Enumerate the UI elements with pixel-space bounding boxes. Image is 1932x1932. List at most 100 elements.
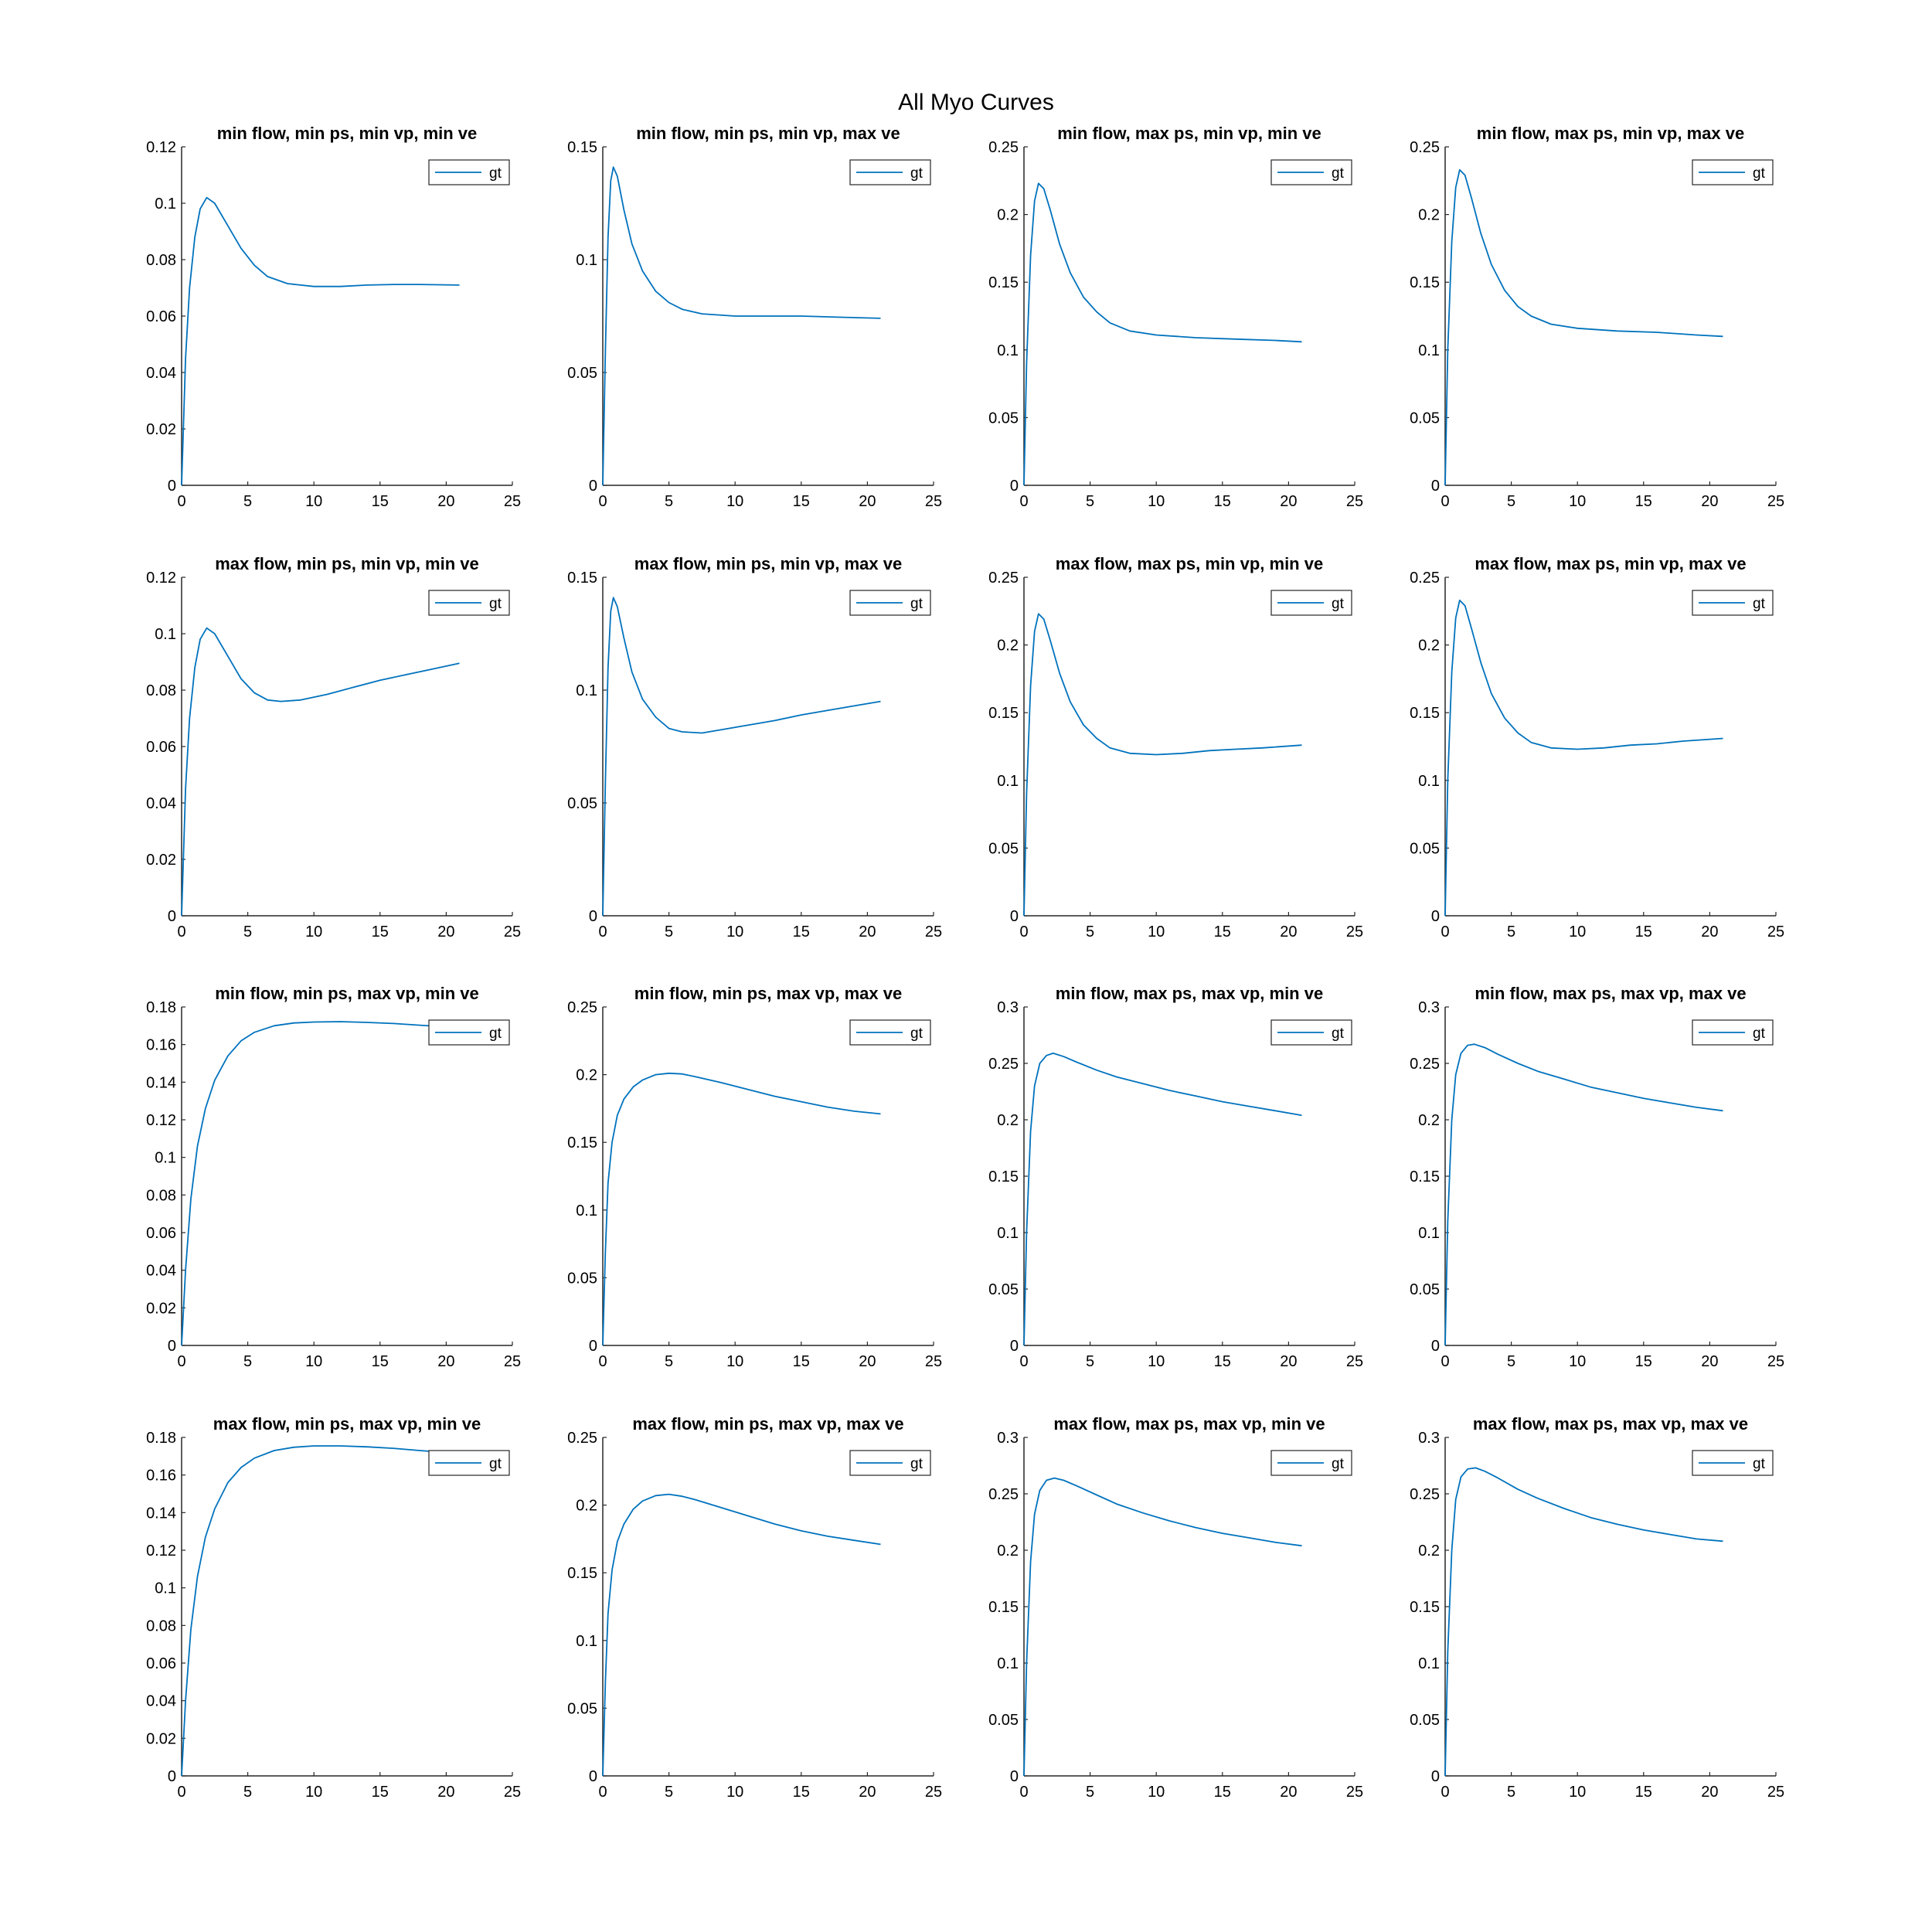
y-tick-label: 0 [1010,908,1019,925]
x-tick-label: 5 [1507,493,1515,510]
x-tick-label: 10 [305,1784,322,1801]
x-tick-label: 15 [1214,923,1231,940]
x-tick-label: 5 [243,923,252,940]
y-tick-label: 0.2 [1418,207,1440,224]
y-tick-label: 0.05 [1410,1712,1440,1729]
y-tick-label: 0.08 [146,1617,176,1634]
y-tick-label: 0.2 [997,207,1019,224]
y-tick-label: 0.05 [1410,840,1440,857]
x-tick-label: 5 [1086,923,1094,940]
x-tick-label: 20 [1701,493,1718,510]
y-tick-label: 0.15 [988,1168,1019,1185]
x-tick-label: 0 [1440,1784,1449,1801]
y-tick-label: 0.15 [1410,1168,1440,1185]
series-line-gt [181,627,460,917]
x-tick-label: 0 [177,1784,185,1801]
x-tick-label: 15 [372,923,389,940]
series-line-gt [1023,1477,1302,1777]
x-tick-label: 20 [859,1784,876,1801]
y-tick-label: 0.16 [146,1468,176,1485]
y-tick-label: 0.12 [146,1112,176,1129]
figure-title: All Myo Curves [898,90,1054,115]
y-tick-label: 0.25 [1410,139,1440,156]
y-tick-label: 0 [168,1338,176,1355]
x-tick-label: 10 [1148,923,1165,940]
y-tick-label: 0 [168,478,176,495]
y-tick-label: 0.25 [567,999,597,1016]
x-tick-label: 5 [665,1784,673,1801]
y-tick-label: 0.05 [988,410,1019,427]
series-line-gt [1023,613,1302,917]
legend-label: gt [489,596,502,612]
subplot-5: max flow, min ps, min vp, min ve 0 5 10 15 20… [146,554,521,940]
subplot-title: max flow, max ps, min vp, min ve [1056,554,1323,573]
y-tick-label: 0.25 [988,570,1019,587]
x-tick-label: 5 [665,1353,673,1370]
series-line-gt [181,1445,460,1777]
x-tick-label: 5 [1086,1784,1094,1801]
x-tick-label: 5 [1507,1784,1515,1801]
x-tick-label: 25 [1767,493,1784,510]
series-line-gt [602,1072,881,1346]
x-tick-label: 10 [1148,1784,1165,1801]
x-tick-label: 15 [1635,493,1652,510]
y-tick-label: 0 [1431,908,1440,925]
y-tick-label: 0.1 [576,252,597,269]
y-tick-label: 0.02 [146,1730,176,1747]
x-tick-label: 0 [1019,493,1028,510]
y-tick-label: 0 [168,908,176,925]
subplot-title: max flow, max ps, min vp, max ve [1475,554,1746,573]
subplot-title: min flow, max ps, max vp, max ve [1475,984,1746,1003]
subplot-8: max flow, max ps, min vp, max ve 0 5 10 15 20… [1410,554,1784,940]
subplot-4: min flow, max ps, min vp, max ve 0 5 10 15 20… [1410,124,1784,510]
x-tick-label: 20 [1280,1784,1297,1801]
x-tick-label: 15 [1214,1353,1231,1370]
subplot-6: max flow, min ps, min vp, max ve 0 5 10 15 20… [567,554,942,940]
subplot-10: min flow, min ps, max vp, max ve 0 5 10 15 20… [567,984,942,1370]
y-tick-label: 0.1 [155,196,176,213]
y-tick-label: 0.05 [567,1700,597,1717]
x-tick-label: 0 [1019,1784,1028,1801]
x-tick-label: 25 [504,1353,521,1370]
y-tick-label: 0.02 [146,1300,176,1317]
series-line-gt [1444,1043,1723,1346]
x-tick-label: 20 [1280,493,1297,510]
y-tick-label: 0.06 [146,739,176,756]
x-tick-label: 5 [665,493,673,510]
y-tick-label: 0.15 [1410,1599,1440,1616]
series-line-gt [1023,182,1302,486]
series-line-gt [181,196,460,486]
x-tick-label: 0 [598,1353,607,1370]
y-tick-label: 0.05 [567,365,597,382]
x-tick-label: 0 [177,493,185,510]
subplot-title: max flow, min ps, min vp, max ve [634,554,902,573]
x-tick-label: 10 [1569,493,1586,510]
subplot-title: min flow, max ps, max vp, min ve [1056,984,1323,1003]
x-tick-label: 0 [1440,1353,1449,1370]
y-tick-label: 0.04 [146,1263,176,1280]
subplot-title: min flow, max ps, min vp, min ve [1057,124,1321,143]
x-tick-label: 20 [437,1353,454,1370]
x-tick-label: 5 [1507,923,1515,940]
legend-label: gt [1332,165,1345,182]
y-tick-label: 0.05 [567,795,597,812]
y-tick-label: 0.08 [146,252,176,269]
y-tick-label: 0.05 [1410,410,1440,427]
x-tick-label: 10 [1148,1353,1165,1370]
x-tick-label: 10 [305,923,322,940]
y-tick-label: 0.1 [576,1202,597,1219]
x-tick-label: 15 [372,1353,389,1370]
x-tick-label: 25 [1767,1353,1784,1370]
y-tick-label: 0.05 [1410,1281,1440,1298]
x-tick-label: 15 [372,1784,389,1801]
y-tick-label: 0.05 [988,1712,1019,1729]
x-tick-label: 5 [1507,1353,1515,1370]
x-tick-label: 5 [1086,493,1094,510]
y-tick-label: 0.25 [988,1056,1019,1073]
x-tick-label: 0 [177,923,185,940]
legend-label: gt [1332,596,1345,612]
x-tick-label: 15 [1635,1784,1652,1801]
x-tick-label: 15 [793,1784,810,1801]
series-line-gt [1444,168,1723,486]
y-tick-label: 0.06 [146,1225,176,1242]
